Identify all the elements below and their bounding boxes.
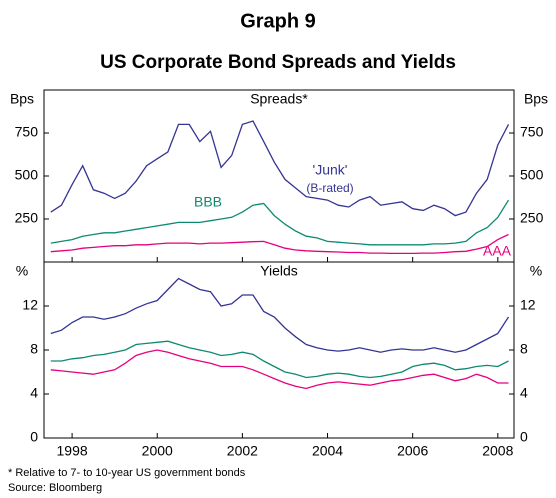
series-label: AAA bbox=[483, 243, 512, 259]
panel-title: Yields bbox=[260, 263, 298, 279]
y2-tick-label: 0 bbox=[520, 429, 528, 445]
series-line bbox=[50, 199, 510, 246]
series-line bbox=[50, 340, 509, 379]
series-label: 'Junk' bbox=[313, 162, 348, 178]
y2-axis-label: % bbox=[530, 263, 542, 279]
y-tick-label: 12 bbox=[22, 297, 38, 313]
y-tick-label: 500 bbox=[15, 167, 39, 183]
series-line bbox=[50, 349, 509, 390]
x-tick-label: 2002 bbox=[227, 443, 258, 459]
x-tick-label: 2008 bbox=[482, 443, 513, 459]
y-tick-label: 250 bbox=[15, 210, 39, 226]
chart-subtitle: US Corporate Bond Spreads and Yields bbox=[100, 52, 456, 73]
series-line bbox=[50, 277, 510, 353]
series-label: BBB bbox=[194, 194, 222, 210]
y2-tick-label: 8 bbox=[520, 341, 528, 357]
plot-frame bbox=[43, 89, 515, 263]
y-tick-label: 0 bbox=[30, 429, 38, 445]
y2-tick-label: 250 bbox=[520, 210, 544, 226]
chart-title: Graph 9 bbox=[240, 10, 316, 32]
source: Source: Bloomberg bbox=[8, 482, 102, 494]
y-tick-label: 750 bbox=[15, 124, 39, 140]
x-tick-label: 2000 bbox=[142, 443, 173, 459]
y2-tick-label: 4 bbox=[520, 385, 528, 401]
y-tick-label: 8 bbox=[30, 341, 38, 357]
series-line bbox=[50, 233, 509, 255]
y-axis-label: % bbox=[16, 263, 28, 279]
x-tick-label: 2006 bbox=[397, 443, 428, 459]
y2-tick-label: 750 bbox=[520, 124, 544, 140]
y2-tick-label: 500 bbox=[520, 167, 544, 183]
x-tick-label: 2004 bbox=[312, 443, 343, 459]
series-line bbox=[50, 120, 510, 217]
panel-title: Spreads* bbox=[250, 91, 308, 107]
series-label: (B-rated) bbox=[306, 181, 353, 195]
y-tick-label: 4 bbox=[30, 385, 38, 401]
y2-axis-label: Bps bbox=[524, 91, 548, 107]
x-tick-label: 1998 bbox=[57, 443, 88, 459]
y2-tick-label: 12 bbox=[520, 297, 536, 313]
footnote: * Relative to 7- to 10-year US governmen… bbox=[8, 467, 246, 479]
y-axis-label: Bps bbox=[10, 91, 34, 107]
